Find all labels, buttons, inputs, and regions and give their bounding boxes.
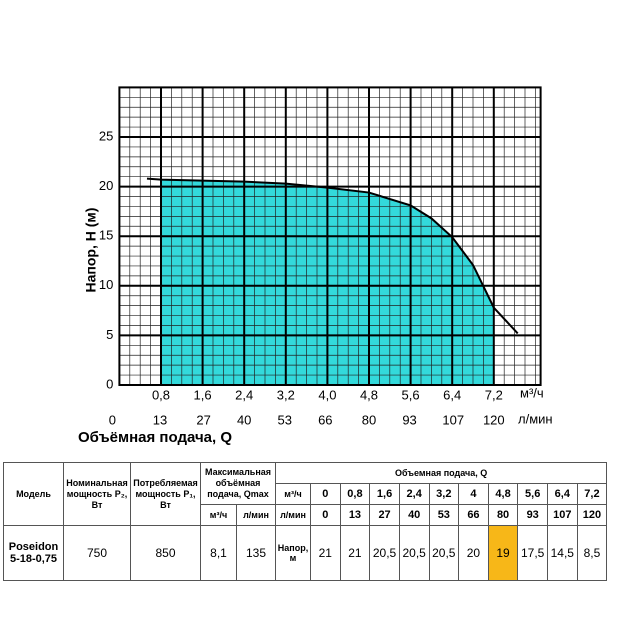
curve xyxy=(146,177,519,335)
cell: 0 xyxy=(310,504,341,526)
head-cell: 8,5 xyxy=(576,525,608,581)
cell: 120 xyxy=(576,504,608,526)
cell: 107 xyxy=(547,504,578,526)
cell: 80 xyxy=(487,504,519,526)
cell: 66 xyxy=(458,504,489,526)
cell: 7,2 xyxy=(576,483,608,505)
x2-tick-label: 27 xyxy=(196,412,210,427)
header: Потребляемая мощность P₁, Вт xyxy=(130,462,201,526)
cell: 1,6 xyxy=(369,483,400,505)
header: Объемная подача, Q xyxy=(274,462,608,484)
cell: 0,8 xyxy=(339,483,371,505)
unit: м³/ч xyxy=(275,483,311,505)
x-tick-label: 4,8 xyxy=(360,387,378,402)
cell: 750 xyxy=(63,525,131,581)
cell: 40 xyxy=(398,504,430,526)
head-cell: 21 xyxy=(339,525,371,581)
x-tick-label: 6,4 xyxy=(443,387,461,402)
head-cell: 17,5 xyxy=(517,525,548,581)
x2-tick-label: 80 xyxy=(362,412,376,427)
y-tick-label: 15 xyxy=(99,228,113,243)
cell: 850 xyxy=(130,525,201,581)
x-tick-label: 5,6 xyxy=(402,387,420,402)
header: Максимальная объёмная подача, Qmax xyxy=(200,462,276,505)
y-tick-label: 25 xyxy=(99,128,113,143)
x-tick-label: 0,8 xyxy=(152,387,170,402)
x-tick-label: 7,2 xyxy=(485,387,503,402)
cell: 2,4 xyxy=(398,483,430,505)
x2-unit: л/мин xyxy=(518,411,553,426)
x-axis-title: Объёмная подача, Q xyxy=(78,429,232,446)
cell: 5,6 xyxy=(517,483,548,505)
head-cell: 19 xyxy=(487,525,519,581)
cell: 135 xyxy=(236,525,276,581)
cell: 8,1 xyxy=(200,525,237,581)
cell: 27 xyxy=(369,504,400,526)
cell: 53 xyxy=(428,504,460,526)
plot-frame xyxy=(118,86,542,387)
head-cell: 20,5 xyxy=(398,525,430,581)
cell: 93 xyxy=(517,504,548,526)
x-tick-label: 3,2 xyxy=(277,387,295,402)
head-cell: 20,5 xyxy=(369,525,400,581)
head-cell: 20,5 xyxy=(428,525,460,581)
header: Модель xyxy=(3,462,64,526)
x-tick-label: 1,6 xyxy=(194,387,212,402)
cell: 13 xyxy=(339,504,371,526)
x2-tick-label: 120 xyxy=(483,412,505,427)
x-tick-label: 4,0 xyxy=(318,387,336,402)
y-axis-title: Напор, H (м) xyxy=(83,208,99,293)
head-cell: 21 xyxy=(310,525,341,581)
cell: 4,8 xyxy=(487,483,519,505)
chart: Напор, H (м) Объёмная подача, Q м³/ч л/м… xyxy=(78,86,553,446)
cell: 3,2 xyxy=(428,483,460,505)
unit: м³/ч xyxy=(200,504,237,526)
x2-tick-label: 0 xyxy=(109,412,116,427)
x2-tick-label: 93 xyxy=(402,412,416,427)
unit: л/мин xyxy=(236,504,276,526)
x2-tick-label: 66 xyxy=(318,412,332,427)
model: Poseidon 5-18-0,75 xyxy=(3,525,64,581)
x2-tick-label: 40 xyxy=(237,412,251,427)
x-unit: м³/ч xyxy=(520,385,544,400)
y-tick-label: 20 xyxy=(99,178,113,193)
cell: 4 xyxy=(458,483,489,505)
spec-table: Модель Номинальная мощность P₂, Вт Потре… xyxy=(3,462,637,581)
x2-tick-label: 107 xyxy=(442,412,464,427)
y-tick-label: 0 xyxy=(106,376,113,391)
cell: 6,4 xyxy=(547,483,578,505)
x2-tick-label: 53 xyxy=(278,412,292,427)
head-cell: 14,5 xyxy=(547,525,578,581)
header: Номинальная мощность P₂, Вт xyxy=(63,462,131,526)
x2-tick-label: 13 xyxy=(153,412,167,427)
unit: Напор, м xyxy=(275,525,311,581)
y-tick-label: 10 xyxy=(99,277,113,292)
cell: 0 xyxy=(310,483,341,505)
head-cell: 20 xyxy=(458,525,489,581)
unit: л/мин xyxy=(275,504,311,526)
y-tick-label: 5 xyxy=(106,327,113,342)
x-tick-label: 2,4 xyxy=(235,387,253,402)
